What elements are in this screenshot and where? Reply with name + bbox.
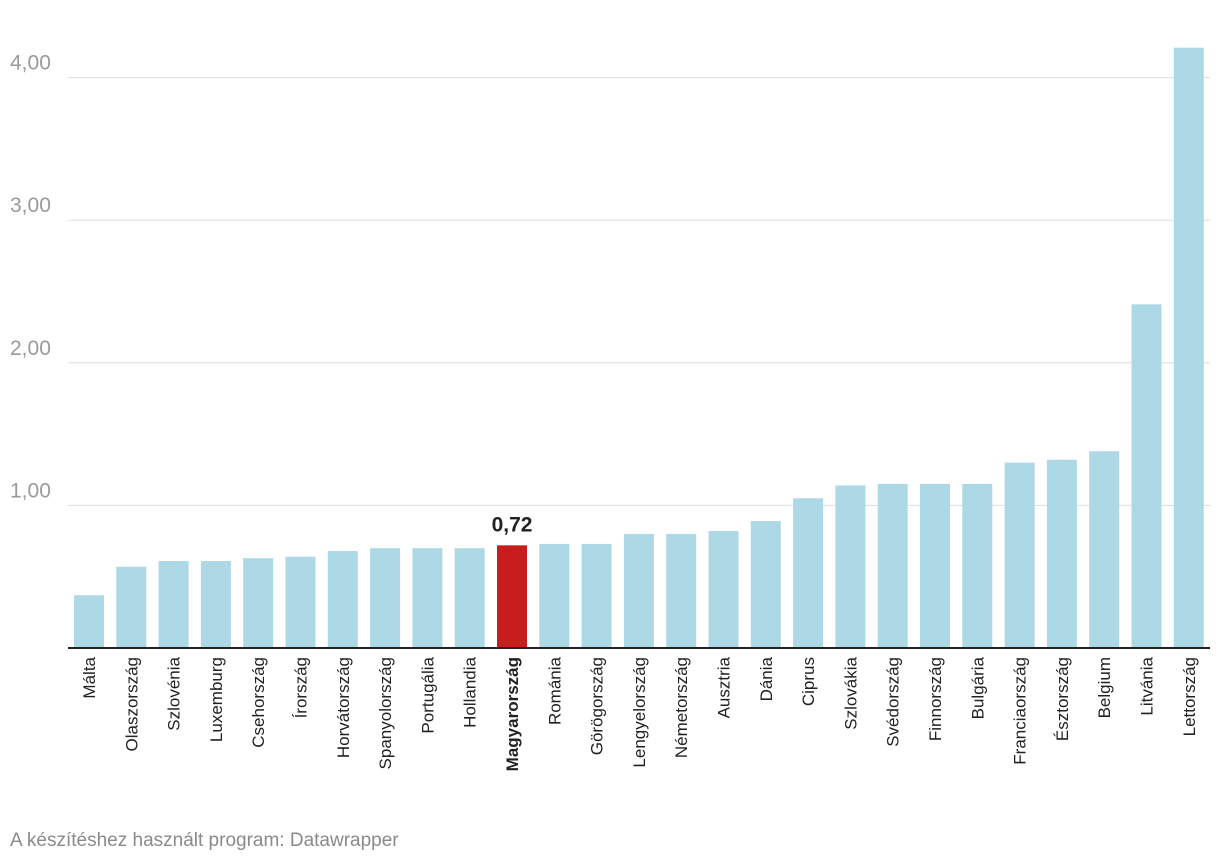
y-tick-label: 1,00 <box>10 479 51 502</box>
x-tick-label: Észtország <box>1053 657 1072 741</box>
bar <box>920 484 950 648</box>
x-tick-label: Bulgária <box>968 656 987 719</box>
x-tick-label: Franciaország <box>1011 657 1030 765</box>
x-tick-label: Ausztria <box>715 656 734 718</box>
x-axis-ticks: Málta Olaszország Szlovénia Luxemburg Csehor… <box>80 656 1199 771</box>
bar <box>497 545 527 648</box>
x-tick-label: Lengyelország <box>630 657 649 768</box>
bar <box>750 521 781 648</box>
x-tick-label: Lettország <box>1180 657 1199 736</box>
bar <box>327 551 358 648</box>
bar <box>623 533 654 648</box>
x-tick-label: Hollandia <box>461 656 480 727</box>
y-tick-label: 3,00 <box>10 194 51 217</box>
x-tick-label: Málta <box>80 656 99 698</box>
bar <box>116 566 147 648</box>
x-tick-label: Olaszország <box>122 657 141 751</box>
x-tick-label: Görögország <box>588 657 607 755</box>
x-tick-label: Románia <box>545 656 564 725</box>
bar <box>1173 47 1204 649</box>
x-tick-label: Csehország <box>249 657 268 748</box>
bar <box>200 561 231 648</box>
bar <box>793 498 824 648</box>
bar <box>1131 304 1162 648</box>
bar <box>1046 459 1077 648</box>
bar <box>1089 451 1120 648</box>
x-tick-label: Spanyolország <box>376 657 395 769</box>
bar <box>1004 462 1035 648</box>
data-labels: 0,72 <box>492 513 533 536</box>
gridlines <box>68 77 1210 506</box>
x-tick-label: Írország <box>292 657 311 718</box>
bars <box>74 47 1204 649</box>
x-tick-label: Svédország <box>884 657 903 747</box>
bar <box>158 561 189 648</box>
y-tick-label: 2,00 <box>10 337 51 360</box>
bar <box>74 595 104 648</box>
bar <box>412 548 443 648</box>
x-tick-label: Belgium <box>1095 657 1114 718</box>
bar <box>835 485 866 648</box>
x-tick-label: Horvátország <box>334 657 353 758</box>
x-tick-label: Ciprus <box>799 657 818 706</box>
bar <box>877 484 908 648</box>
x-tick-label: Litvánia <box>1138 656 1157 715</box>
bar <box>454 548 485 648</box>
bar <box>285 556 316 648</box>
bar <box>581 543 612 648</box>
y-axis-ticks: 1,00 2,00 3,00 4,00 <box>10 52 51 503</box>
credit-footer: A készítéshez használt program: Datawrap… <box>10 830 399 851</box>
x-tick-label: Finnország <box>926 657 945 741</box>
x-tick-label: Szlovénia <box>165 656 184 730</box>
x-tick-label: Dánia <box>757 656 776 701</box>
x-tick-label: Szlovákia <box>841 656 860 729</box>
data-label: 0,72 <box>492 513 533 536</box>
bar <box>539 543 570 648</box>
bar <box>666 533 697 648</box>
bar <box>708 531 739 648</box>
x-tick-label: Luxemburg <box>207 657 226 742</box>
y-tick-label: 4,00 <box>10 52 51 75</box>
bar <box>962 484 993 648</box>
x-tick-label: Portugália <box>418 656 437 733</box>
bar <box>243 558 274 648</box>
x-tick-label: Magyarország <box>503 657 522 771</box>
x-tick-label: Németország <box>672 657 691 758</box>
bar <box>370 548 401 648</box>
